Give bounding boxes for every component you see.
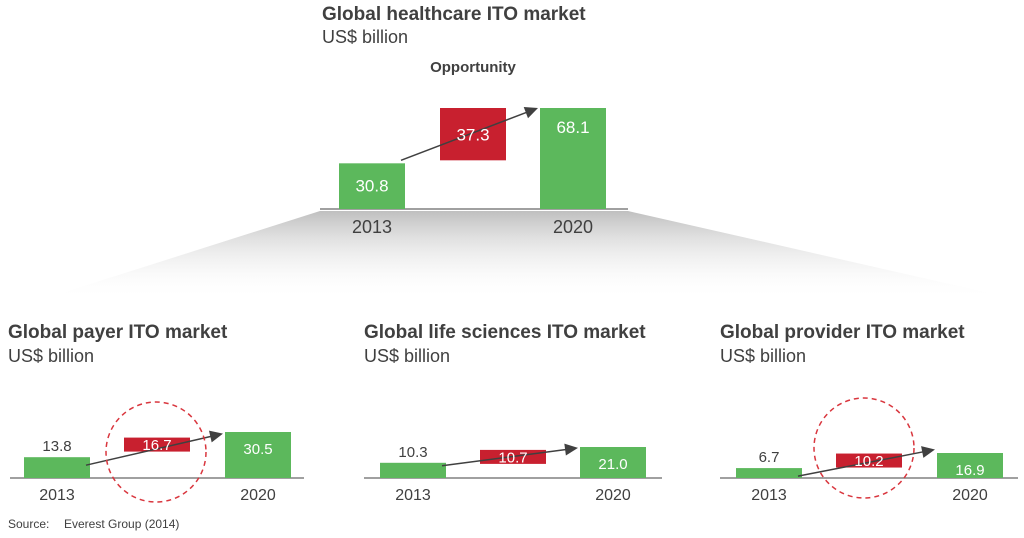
tick-label-2013: 2013 [39, 487, 75, 504]
chart-title: Global life sciences ITO market [364, 322, 646, 343]
life-sciences-chart: Global life sciences ITO market US$ bill… [364, 322, 662, 504]
bar-2020 [937, 453, 1003, 478]
tick-label-2013: 2013 [352, 217, 392, 237]
source-label: Source: [8, 517, 49, 531]
provider-chart: Global provider ITO market US$ billion 6… [720, 322, 1018, 504]
tick-label-2020: 2020 [240, 487, 276, 504]
bar-2013 [736, 468, 802, 478]
chart-title: Global payer ITO market [8, 322, 228, 343]
chart-title: Global healthcare ITO market [322, 4, 586, 25]
tick-label-2020: 2020 [553, 217, 593, 237]
chart-subtitle: US$ billion [720, 346, 806, 366]
chart-subtitle: US$ billion [322, 27, 408, 47]
data-label-2020: 21.0 [598, 456, 627, 473]
chart-subtitle: US$ billion [8, 346, 94, 366]
growth-arrow-head [564, 443, 578, 456]
bar-2020 [540, 108, 606, 209]
data-label-2020: 68.1 [556, 118, 589, 137]
bar-increment [124, 437, 190, 452]
growth-arrow-head [921, 446, 935, 458]
data-label-2020: 30.5 [243, 441, 272, 458]
bar-2013 [339, 163, 405, 209]
bar-2020 [225, 432, 291, 478]
growth-arrow-head [523, 107, 538, 119]
data-label-increment: 10.2 [854, 453, 883, 470]
bar-increment [836, 453, 902, 468]
tick-label-2013: 2013 [751, 487, 787, 504]
connector-fan [40, 211, 1020, 300]
payer-chart: Global payer ITO market US$ billion 13.8… [8, 322, 304, 504]
data-label-2013: 10.3 [398, 444, 427, 461]
bar-2013 [24, 457, 90, 478]
data-label-increment: 10.7 [498, 449, 527, 466]
bar-increment [440, 108, 506, 161]
tick-label-2020: 2020 [595, 487, 631, 504]
data-label-2013: 13.8 [42, 438, 71, 455]
data-label-2013: 6.7 [759, 449, 780, 466]
data-label-2013: 30.8 [355, 176, 388, 195]
tick-label-2020: 2020 [952, 487, 988, 504]
bar-2013 [380, 462, 446, 478]
tick-label-2013: 2013 [395, 487, 431, 504]
growth-arrow [797, 450, 926, 477]
growth-arrow-head [208, 430, 223, 443]
main-chart: Global healthcare ITO market US$ billion… [320, 4, 628, 237]
highlight-circle [813, 397, 915, 499]
chart-title: Global provider ITO market [720, 322, 965, 343]
chart-subtitle: US$ billion [364, 346, 450, 366]
growth-arrow [400, 110, 529, 162]
data-label-increment: 16.7 [142, 437, 171, 454]
data-label-2020: 16.9 [955, 462, 984, 479]
growth-arrow [441, 448, 569, 467]
highlight-circle [105, 401, 207, 503]
bar-2020 [580, 447, 646, 478]
opportunity-label: Opportunity [430, 59, 516, 76]
data-label-increment: 37.3 [456, 125, 489, 144]
source-text: Everest Group (2014) [64, 517, 179, 531]
